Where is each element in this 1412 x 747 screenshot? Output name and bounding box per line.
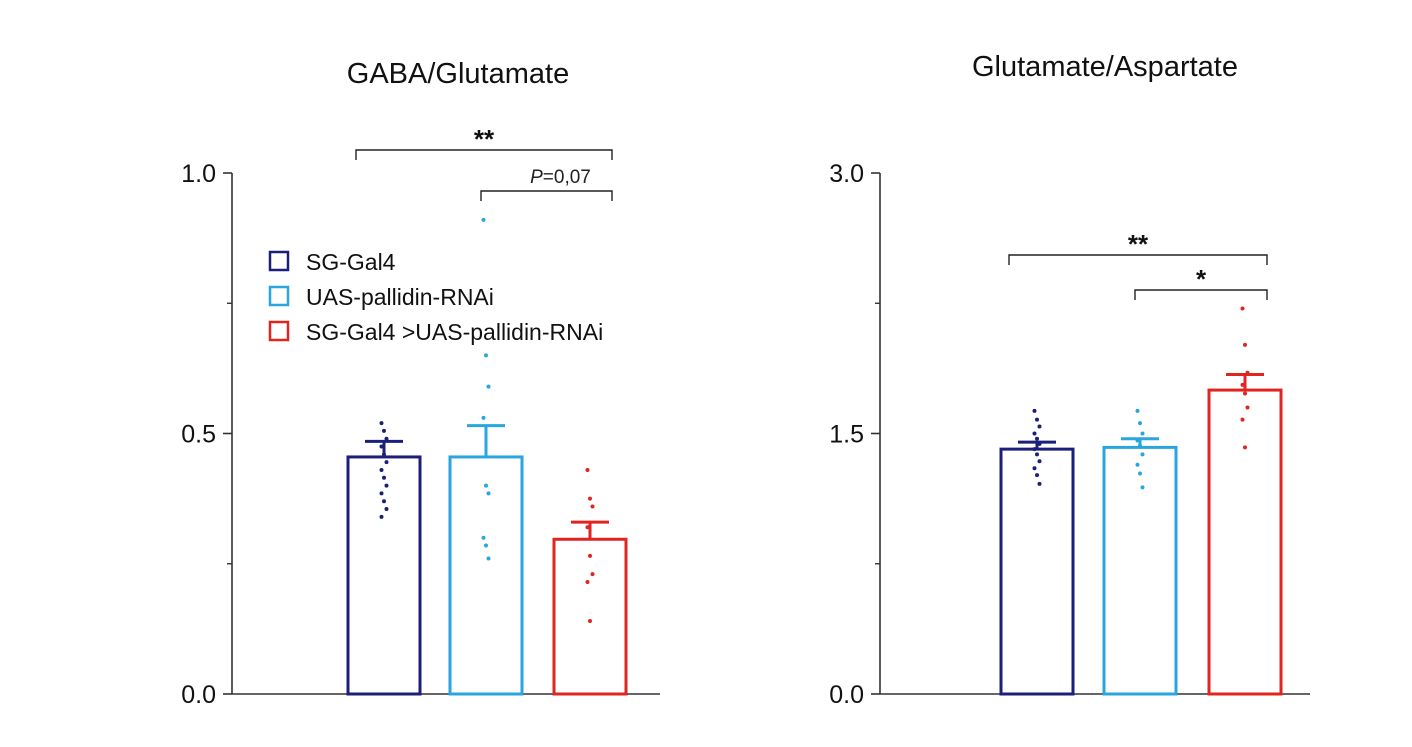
- data-point: [1140, 431, 1145, 436]
- data-point: [588, 496, 592, 501]
- y-tick-label: 1.5: [829, 421, 864, 449]
- data-point: [1138, 443, 1142, 448]
- legend-swatch-uas-pallidin-rnai: [268, 285, 290, 307]
- data-point: [1243, 445, 1247, 450]
- data-point: [384, 436, 389, 441]
- data-point: [484, 483, 488, 488]
- data-point: [1138, 471, 1142, 476]
- data-point: [486, 384, 491, 389]
- chart-title-gaba-glutamate: GABA/Glutamate: [347, 58, 569, 90]
- y-tick-label: 0.5: [181, 421, 216, 449]
- data-point: [1135, 438, 1140, 443]
- data-point: [1035, 473, 1039, 478]
- y-tick-label: 3.0: [829, 160, 864, 188]
- data-point: [382, 428, 386, 433]
- data-point: [585, 525, 590, 530]
- data-point: [481, 415, 486, 420]
- significance-bracket: [1008, 254, 1268, 265]
- data-point: [1037, 424, 1042, 429]
- data-point: [1035, 417, 1039, 422]
- chart-glutamate-aspartate: Glutamate/Aspartate 0.01.53.0***: [829, 51, 1310, 709]
- data-point: [382, 475, 386, 480]
- y-tick-label: 0.0: [181, 681, 216, 709]
- data-point: [1037, 481, 1042, 486]
- data-point: [384, 460, 389, 465]
- data-point: [1032, 447, 1037, 452]
- data-point: [1240, 417, 1245, 422]
- y-tick-label: 0.0: [829, 681, 864, 709]
- data-point: [484, 353, 488, 358]
- significance-bracket: [480, 190, 613, 201]
- data-point: [590, 572, 595, 577]
- data-point: [585, 467, 590, 472]
- bar-2: [552, 537, 628, 696]
- data-point: [1032, 431, 1037, 436]
- chart-title-glutamate-aspartate: Glutamate/Aspartate: [972, 51, 1238, 83]
- data-point: [379, 444, 384, 449]
- bar-1: [1102, 445, 1178, 696]
- bar-0: [346, 455, 422, 696]
- significance-label: **: [474, 124, 495, 154]
- data-point: [590, 504, 595, 509]
- data-point: [382, 452, 386, 457]
- chart-gaba-glutamate: GABA/Glutamate 0.0 0.5 1.0 ** P=0,07: [181, 58, 660, 709]
- data-point: [1240, 306, 1245, 311]
- data-point: [484, 543, 488, 548]
- data-point: [486, 556, 491, 561]
- legend: SG-Gal4 UAS-pallidin-RNAi SG-Gal4 >UAS-p…: [268, 249, 603, 345]
- data-point: [1035, 436, 1039, 441]
- data-point: [588, 619, 592, 624]
- data-point: [1037, 441, 1042, 446]
- significance-label: P=0,07: [530, 167, 591, 188]
- data-point: [585, 579, 590, 584]
- data-point: [1240, 382, 1245, 387]
- data-point: [1140, 452, 1145, 457]
- significance-label: *: [1196, 264, 1207, 294]
- data-point: [379, 514, 384, 519]
- y-tick-label: 1.0: [181, 160, 216, 188]
- data-point: [1135, 462, 1140, 467]
- data-point: [379, 491, 384, 496]
- data-point: [588, 553, 592, 558]
- legend-label-sg-gal4-uas-pallidin-rnai: SG-Gal4 >UAS-pallidin-RNAi: [306, 319, 603, 345]
- significance-bracket: [355, 149, 613, 160]
- data-point: [379, 467, 384, 472]
- data-point: [384, 483, 389, 488]
- bar-1: [448, 455, 524, 696]
- significance-label: **: [1128, 229, 1149, 259]
- data-point: [1245, 370, 1250, 375]
- data-point: [384, 507, 389, 512]
- significance-bracket: [1134, 289, 1268, 300]
- legend-label-uas-pallidin-rnai: UAS-pallidin-RNAi: [306, 284, 494, 310]
- data-point: [1037, 459, 1042, 464]
- legend-label-sg-gal4: SG-Gal4: [306, 249, 396, 275]
- data-point: [486, 491, 491, 496]
- data-point: [1140, 485, 1145, 490]
- data-point: [1032, 408, 1037, 413]
- data-point: [1138, 421, 1142, 426]
- bar-0: [999, 447, 1075, 696]
- data-point: [1032, 466, 1037, 471]
- data-point: [1243, 391, 1247, 396]
- legend-swatch-sg-gal4-uas-pallidin-rnai: [268, 320, 290, 342]
- bar-2: [1207, 388, 1283, 696]
- data-point: [382, 499, 386, 504]
- data-point: [379, 421, 384, 426]
- data-point: [481, 535, 486, 540]
- legend-swatch-sg-gal4: [268, 250, 290, 272]
- data-point: [1243, 342, 1247, 347]
- data-point: [1245, 405, 1250, 410]
- data-point: [481, 217, 486, 222]
- data-point: [1135, 408, 1140, 413]
- data-point: [1035, 452, 1039, 457]
